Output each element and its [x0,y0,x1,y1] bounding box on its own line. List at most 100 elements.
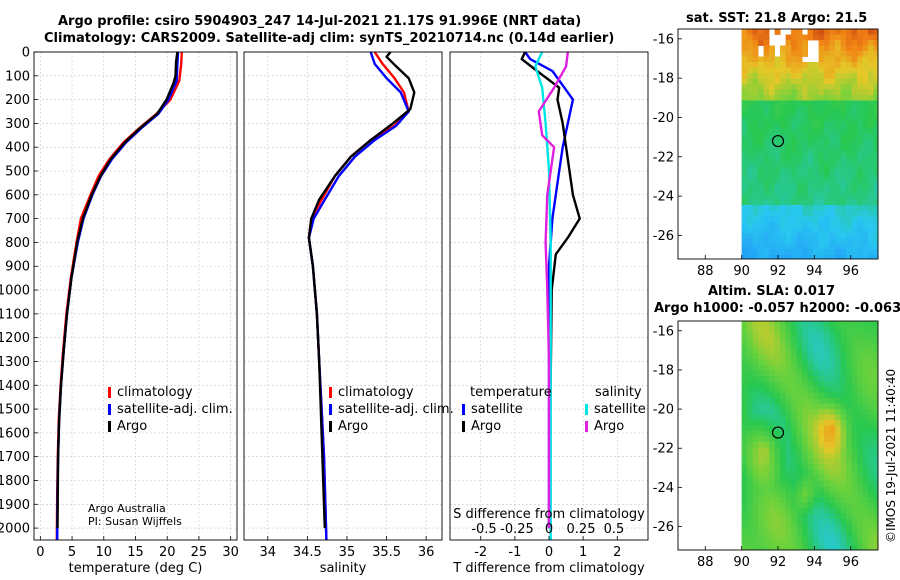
sla-map-cell [802,475,808,481]
sla-map-cell [840,469,847,476]
sst-map-cell [796,144,803,151]
sla-map-cell [868,409,874,415]
sst-map-cell [769,205,775,211]
sla-map-cell [802,513,808,520]
sla-map-cell [747,354,753,360]
sla-map-cell [851,447,858,454]
sst-map-cell [758,150,764,156]
sst-map-cell [747,243,753,250]
sst-map-cell [857,194,863,200]
sla-map-cell [851,387,858,393]
sla-map-cell [818,541,825,547]
sst-map-cell [813,144,819,151]
sla-map-cell [791,326,797,333]
sst-map-cell [813,111,819,118]
sla-map-cell [829,343,836,349]
sst-map-cell [824,56,830,63]
sst-map-cell [868,216,874,222]
sla-map-cell [857,524,863,531]
sla-map-cell [824,420,830,426]
sst-map-cell [763,56,770,63]
sla-map-cell [835,431,841,437]
sla-map-cell [857,431,863,437]
sla-map-cell [763,348,770,355]
sst-map-cell [818,166,825,173]
sst-map-cell [747,254,753,259]
sst-map-cell [835,177,841,184]
sla-map-cell [796,480,803,487]
sst-map-cell [851,73,858,79]
sst-map-cell [818,216,825,222]
sst-map-cell [835,254,841,259]
sla-map-cell [868,414,874,421]
sst-map-cell [791,243,797,250]
sla-map-cell [796,337,803,344]
sst-map-cell [846,210,852,217]
sst-map-cell [857,128,863,134]
sst-map-cell [857,216,863,222]
sla-map-cell [840,513,847,520]
sst-map-cell [835,144,841,151]
sst-map-cell [763,150,770,156]
sst-map-cell [873,62,878,68]
sst-map-cell [747,210,753,217]
sla-map-argo-marker [771,426,785,439]
sst-map-cell [840,243,847,250]
sla-map-cell [829,502,836,509]
sla-map-cell [752,475,759,481]
sla-map-cell [741,519,748,525]
sla-map-cell [840,343,847,349]
sla-map-cell [769,326,775,333]
sla-map-cell [835,453,841,459]
sst-map-cell [802,100,808,107]
sst-map-cell [758,128,764,134]
sla-map-cell [802,370,808,377]
sst-map-cell [857,100,863,107]
sla-map-cell [791,480,797,487]
sst-map-cell [747,89,753,96]
salinity-xtick-label: 35.5 [372,545,401,560]
sst-map-cell [862,139,869,145]
sla-map-cell [857,453,863,459]
sla-map-cell [818,502,825,509]
sla-map-cell [846,453,852,459]
sla-map-cell [763,535,770,542]
sst-map-cell [835,73,841,79]
difference-top-tick-label: 0.5 [604,522,625,537]
sst-map-cell [813,243,819,250]
temperature-legend-swatch [108,404,111,415]
sst-map-cell [791,150,797,156]
sst-map-cell [785,150,792,156]
sla-map-cell [846,348,852,355]
sla-map-cell [780,343,786,349]
sst-map-cell [846,194,852,200]
sst-map-cell [758,89,764,96]
sla-map-cell [835,365,841,371]
sst-map-cell [791,106,797,112]
sst-map-cell [796,106,803,112]
sla-map-cell [846,370,852,377]
sla-map-cell [769,535,775,542]
sla-map-cell [862,403,869,410]
sla-map-cell [840,486,847,492]
sst-map-cell [824,232,830,239]
sla-map-cell [747,403,753,410]
sla-map-cell [835,381,841,388]
sla-map-cell [840,420,847,426]
sst-map-cell [785,67,792,74]
sla-map-cell [769,398,775,404]
sst-map-cell [769,73,775,79]
sst-map-cell [824,199,830,206]
sla-map-cell [769,464,775,470]
sla-map-cell [824,497,830,503]
sst-map-cell [780,249,786,255]
sla-map-cell [862,376,869,382]
sst-map-cell [840,166,847,173]
sla-map-cell [785,365,792,371]
sst-map-cell [802,183,808,189]
sst-map-cell [862,51,869,57]
sst-map-cell [791,139,797,145]
sst-map-cell [785,254,792,259]
sst-map-cell [851,199,858,206]
sla-map-cell [780,458,786,465]
